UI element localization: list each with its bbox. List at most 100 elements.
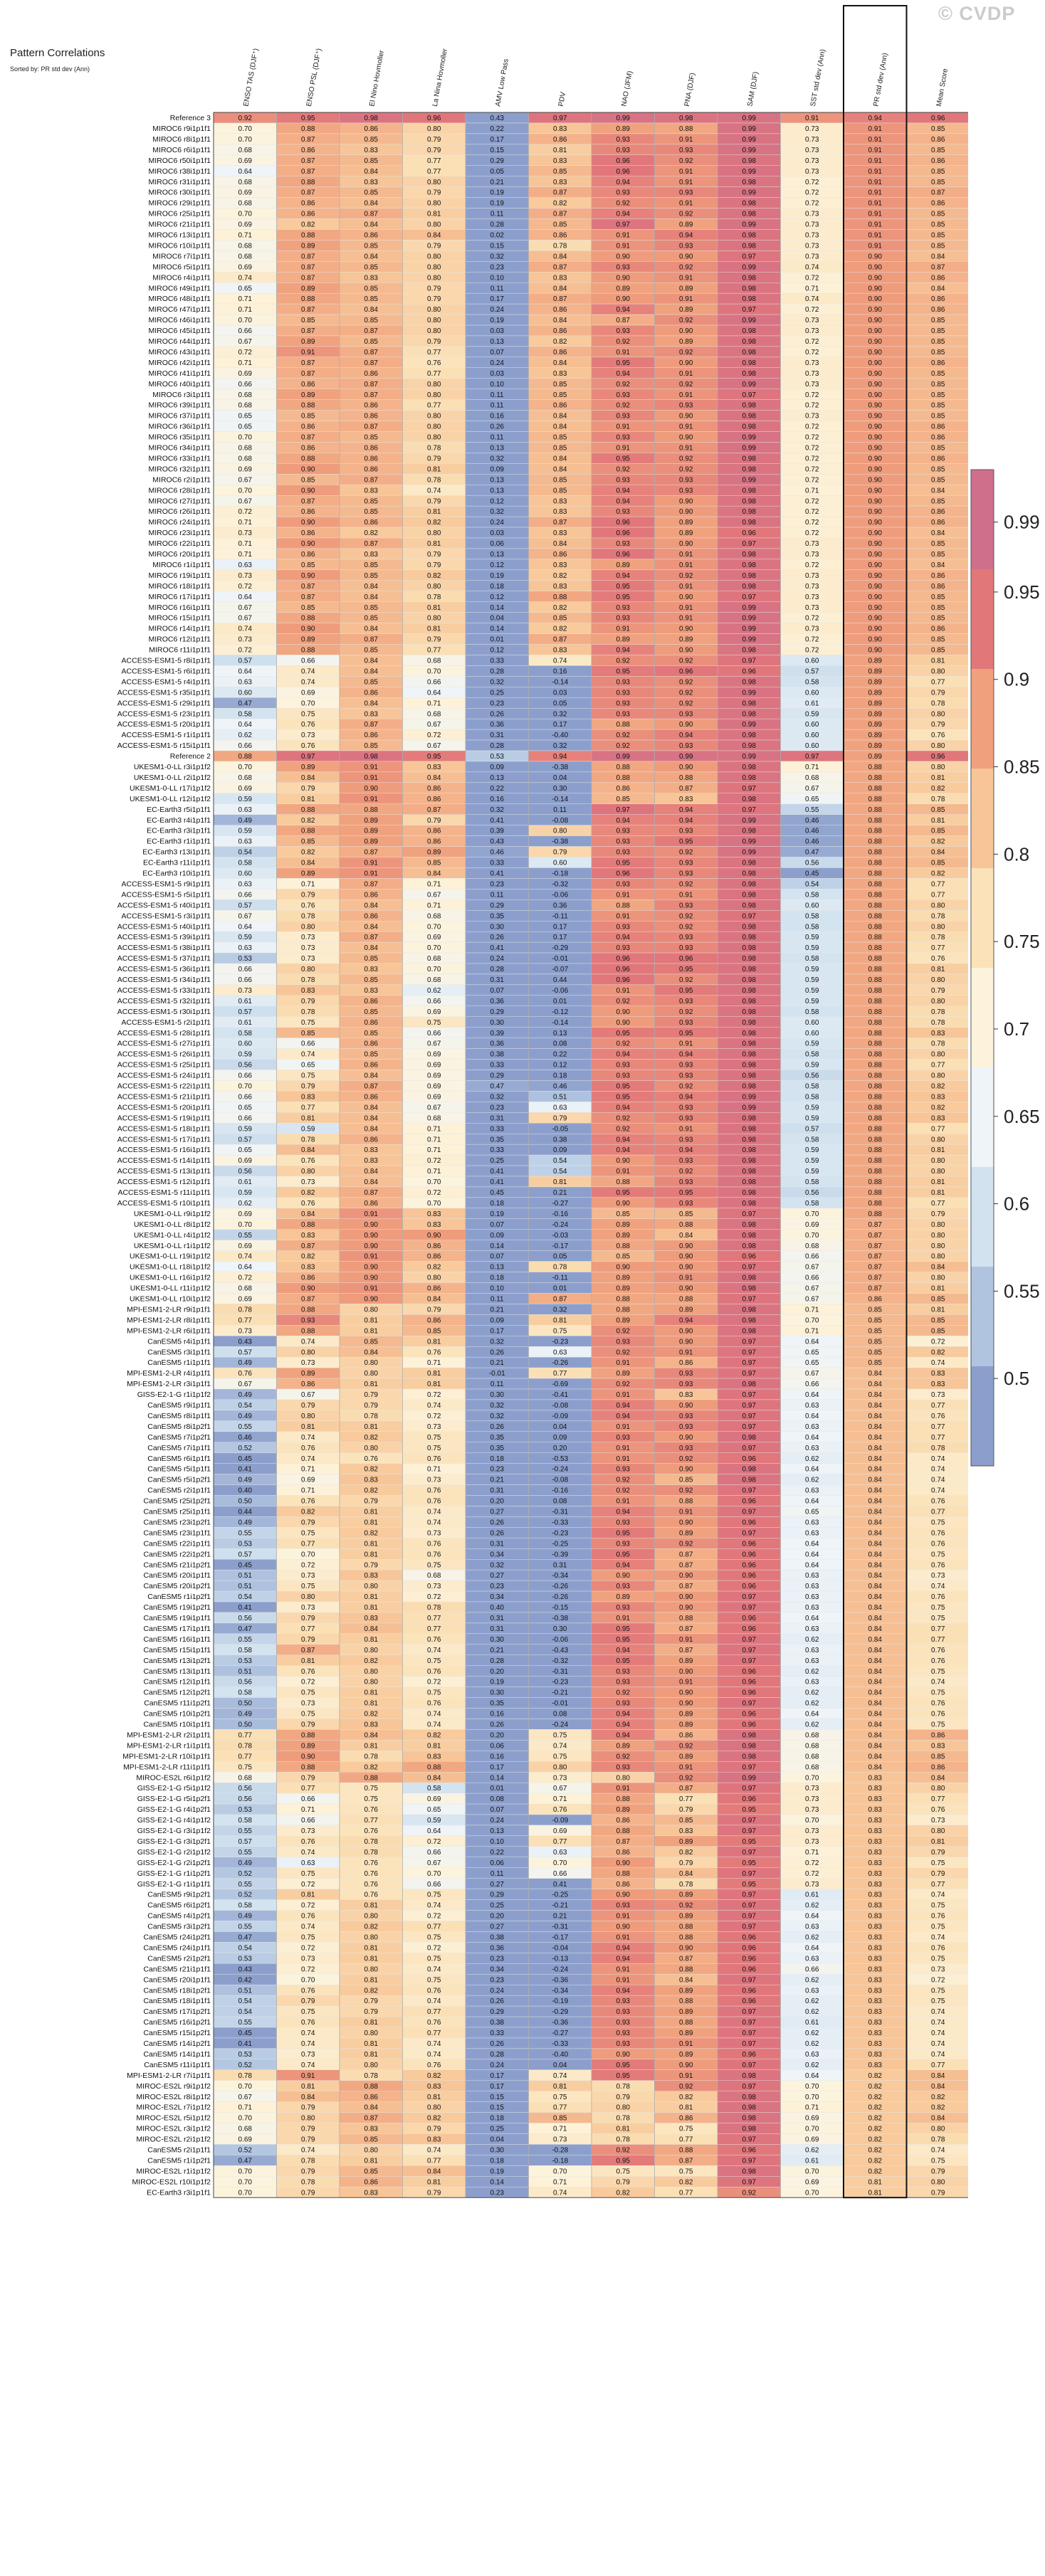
cell-value: 0.88 — [868, 764, 883, 771]
cell-value: 0.86 — [679, 2115, 693, 2123]
row-label: GISS-E2-1-G r2i1p1f2 — [137, 1848, 211, 1857]
cell-value: 0.84 — [364, 1731, 379, 1739]
cell-value: 0.96 — [742, 2051, 757, 2059]
row-label: GISS-E2-1-G r1i1p2f1 — [137, 1869, 211, 1878]
cell-value: 0.86 — [931, 359, 945, 367]
row-label: CanESM5 r2i1p1f1 — [147, 2146, 211, 2155]
cell-value: 0.92 — [238, 115, 253, 122]
cell-value: 0.83 — [553, 583, 567, 591]
cell-value: 0.21 — [490, 179, 505, 186]
cell-value: 0.57 — [238, 1838, 253, 1846]
cell-value: 0.87 — [679, 1785, 693, 1793]
cell-value: 0.69 — [427, 1008, 441, 1016]
cell-value: 0.84 — [679, 1232, 693, 1240]
cell-value: 0.74 — [931, 2040, 945, 2048]
cell-value: 0.67 — [427, 891, 441, 899]
cell-value: 0.83 — [868, 1827, 883, 1835]
cell-value: 0.20 — [490, 1731, 505, 1739]
cell-value: 0.69 — [238, 263, 253, 271]
cell-value: 0.70 — [805, 2083, 819, 2091]
cell-value: 0.89 — [301, 870, 315, 878]
cell-value: 0.77 — [553, 1370, 567, 1378]
cell-value: 0.62 — [805, 2062, 819, 2069]
column-header: SST std dev (Ann) — [809, 48, 827, 107]
cell-value: 0.87 — [868, 1242, 883, 1250]
cell-value: 0.13 — [490, 476, 505, 484]
cell-value: 0.82 — [931, 2094, 945, 2101]
cell-value: 0.88 — [679, 1934, 693, 1942]
cell-value: 0.86 — [553, 306, 567, 314]
cell-value: 0.92 — [679, 1168, 693, 1176]
cell-value: 0.92 — [616, 200, 631, 208]
cell-value: 0.15 — [490, 2094, 505, 2101]
cell-value: 0.80 — [364, 1647, 379, 1654]
cell-value: 0.98 — [742, 976, 757, 984]
cell-value: 0.95 — [679, 966, 693, 973]
cell-value: 0.65 — [238, 1104, 253, 1112]
cell-value: 0.97 — [301, 753, 315, 761]
cell-value: 0.76 — [931, 1711, 945, 1719]
cell-value: 0.83 — [364, 551, 379, 559]
cell-value: 0.20 — [553, 1445, 567, 1452]
cell-value: 0.63 — [238, 944, 253, 952]
cell-value: 0.98 — [742, 508, 757, 516]
cell-value: 0.26 — [490, 934, 505, 941]
cell-value: 0.92 — [679, 849, 693, 857]
cell-value: 0.72 — [427, 1157, 441, 1165]
cell-value: 0.88 — [868, 1019, 883, 1027]
cell-value: 0.96 — [931, 115, 945, 122]
cell-value: 0.81 — [427, 211, 441, 218]
row-label: EC-Earth3 r3i1p1f1 — [147, 827, 211, 835]
cell-value: 0.88 — [427, 1763, 441, 1771]
cell-value: 0.98 — [742, 2168, 757, 2175]
cell-value: 0.92 — [616, 1114, 631, 1122]
cell-value: 0.76 — [931, 1806, 945, 1814]
cell-value: 0.74 — [301, 1923, 315, 1931]
cell-value: 0.25 — [490, 2126, 505, 2133]
cell-value: 0.41 — [490, 870, 505, 878]
cell-value: 0.68 — [805, 1753, 819, 1761]
cell-value: 0.25 — [490, 1902, 505, 1910]
cell-value: 0.78 — [364, 1753, 379, 1761]
cell-value: 0.92 — [616, 732, 631, 739]
cell-value: 0.94 — [616, 1104, 631, 1112]
cell-value: 0.90 — [679, 253, 693, 260]
cell-value: 0.93 — [679, 242, 693, 250]
cell-value: 0.85 — [931, 168, 945, 176]
cell-value: 0.90 — [427, 1232, 441, 1240]
cell-value: 0.94 — [679, 1146, 693, 1154]
cell-value: -0.41 — [552, 1391, 568, 1399]
row-label: CanESM5 r21i1p1f1 — [143, 1965, 211, 1973]
cell-value: 0.58 — [805, 912, 819, 920]
cell-value: 0.85 — [364, 2136, 379, 2144]
cell-value: 0.55 — [805, 806, 819, 814]
cell-value: 0.71 — [238, 295, 253, 303]
cell-value: 0.71 — [301, 1806, 315, 1814]
cell-value: 0.88 — [868, 1168, 883, 1176]
cell-value: 0.59 — [238, 796, 253, 803]
cell-value: 0.91 — [364, 870, 379, 878]
cell-value: 0.21 — [553, 1189, 567, 1197]
cell-value: 0.10 — [490, 1838, 505, 1846]
cell-value: 0.84 — [553, 317, 567, 324]
cell-value: 0.74 — [931, 2019, 945, 2027]
cell-value: 0.53 — [238, 1657, 253, 1665]
cell-value: 0.20 — [490, 1913, 505, 1921]
cell-value: 0.87 — [679, 1551, 693, 1558]
cell-value: 0.63 — [805, 1529, 819, 1537]
cell-value: 0.93 — [679, 1019, 693, 1027]
cell-value: 0.46 — [805, 838, 819, 846]
cell-value: 0.80 — [427, 615, 441, 623]
cell-value: 0.83 — [553, 157, 567, 165]
cell-value: 0.95 — [616, 1083, 631, 1091]
cell-value: 0.98 — [742, 1742, 757, 1750]
cell-value: 0.68 — [238, 1285, 253, 1293]
cell-value: 0.92 — [679, 317, 693, 324]
cell-value: 0.56 — [805, 1189, 819, 1197]
cell-value: -0.06 — [552, 1636, 568, 1644]
cell-value: 0.82 — [931, 838, 945, 846]
cell-value: 0.50 — [238, 1700, 253, 1708]
cell-value: 0.96 — [931, 753, 945, 761]
cell-value: 0.76 — [364, 1827, 379, 1835]
cell-value: 0.89 — [616, 1370, 631, 1378]
